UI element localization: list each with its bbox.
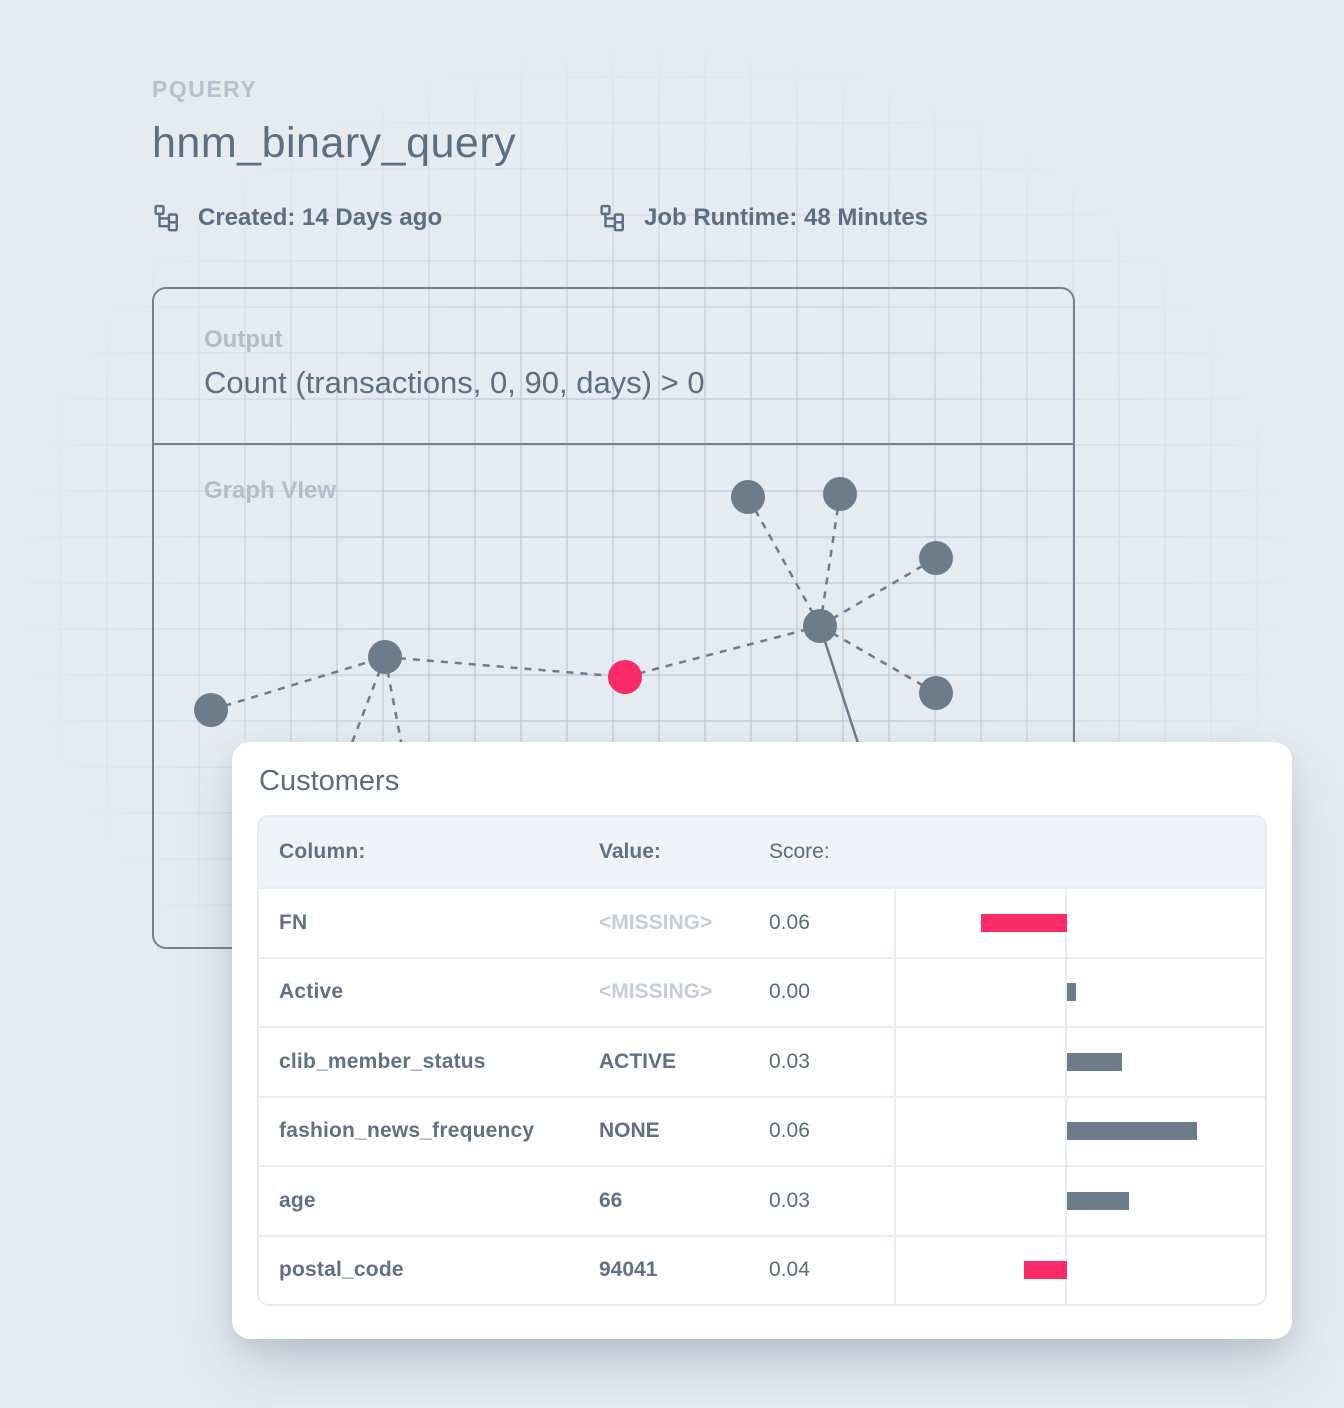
header-score: Score:	[769, 840, 830, 863]
bar-axis	[1065, 1028, 1067, 1096]
score-bar	[1024, 1261, 1067, 1280]
meta-created: Created: 14 Days ago	[152, 203, 442, 232]
score-bar-cell	[894, 1097, 1265, 1165]
row-column: age	[279, 1188, 316, 1212]
header-value: Value:	[599, 840, 661, 863]
graph-view-section: Graph VIew	[154, 445, 1073, 505]
bar-axis	[1065, 1097, 1067, 1165]
score-bar	[1067, 1052, 1122, 1071]
eyebrow-label: PQUERY	[152, 76, 258, 102]
row-value: <MISSING>	[599, 980, 713, 1004]
score-bar	[1067, 983, 1076, 1002]
customers-table: Column: Value: Score: FN <MISSING> 0.06 …	[257, 815, 1267, 1306]
table-row[interactable]: postal_code 94041 0.04	[259, 1234, 1265, 1304]
score-bar-cell	[894, 958, 1265, 1026]
graph-view-label: Graph VIew	[204, 477, 337, 504]
row-score: 0.00	[769, 980, 810, 1004]
tree-icon	[152, 203, 181, 232]
output-label: Output	[204, 326, 283, 353]
score-bar-cell	[894, 1236, 1265, 1304]
card-title: Customers	[259, 765, 400, 797]
table-row[interactable]: fashion_news_frequency NONE 0.06	[259, 1095, 1265, 1165]
row-column: Active	[279, 980, 344, 1004]
score-bar	[981, 913, 1067, 932]
table-row[interactable]: clib_member_status ACTIVE 0.03	[259, 1026, 1265, 1096]
row-column: FN	[279, 910, 308, 934]
table-row[interactable]: FN <MISSING> 0.06	[259, 887, 1265, 957]
row-value: ACTIVE	[599, 1049, 677, 1073]
row-score: 0.03	[769, 1049, 810, 1073]
meta-runtime: Job Runtime: 48 Minutes	[598, 203, 928, 232]
bar-axis	[1065, 1167, 1067, 1235]
meta-created-label: Created: 14 Days ago	[198, 203, 443, 231]
table-row[interactable]: age 66 0.03	[259, 1165, 1265, 1235]
table-header-row: Column: Value: Score:	[259, 817, 1265, 887]
tree-icon	[598, 203, 627, 232]
score-bar-cell	[894, 889, 1265, 957]
output-expression: Count (transactions, 0, 90, days) > 0	[204, 365, 705, 400]
row-score: 0.04	[769, 1258, 810, 1282]
page-header: PQUERY hnm_binary_query	[152, 76, 516, 168]
score-bar	[1067, 1191, 1129, 1210]
score-bar-cell	[894, 1167, 1265, 1235]
row-score: 0.06	[769, 910, 810, 934]
row-score: 0.06	[769, 1119, 810, 1143]
row-column: clib_member_status	[279, 1049, 486, 1073]
score-bar	[1067, 1122, 1197, 1141]
query-panel: Output Count (transactions, 0, 90, days)…	[152, 287, 1075, 949]
score-bar-cell	[894, 1028, 1265, 1096]
meta-runtime-label: Job Runtime: 48 Minutes	[644, 203, 929, 231]
output-section: Output Count (transactions, 0, 90, days)…	[154, 289, 1073, 445]
row-value: <MISSING>	[599, 910, 713, 934]
customers-card: Customers Column: Value: Score: FN <MISS…	[232, 742, 1292, 1339]
header-column: Column:	[279, 840, 366, 863]
row-value: NONE	[599, 1119, 660, 1143]
page-title: hnm_binary_query	[152, 119, 517, 167]
row-column: postal_code	[279, 1258, 404, 1282]
row-value: 94041	[599, 1258, 658, 1282]
table-row[interactable]: Active <MISSING> 0.00	[259, 956, 1265, 1026]
bar-axis	[1065, 958, 1067, 1026]
row-score: 0.03	[769, 1188, 810, 1212]
row-value: 66	[599, 1188, 623, 1212]
row-column: fashion_news_frequency	[279, 1119, 535, 1143]
